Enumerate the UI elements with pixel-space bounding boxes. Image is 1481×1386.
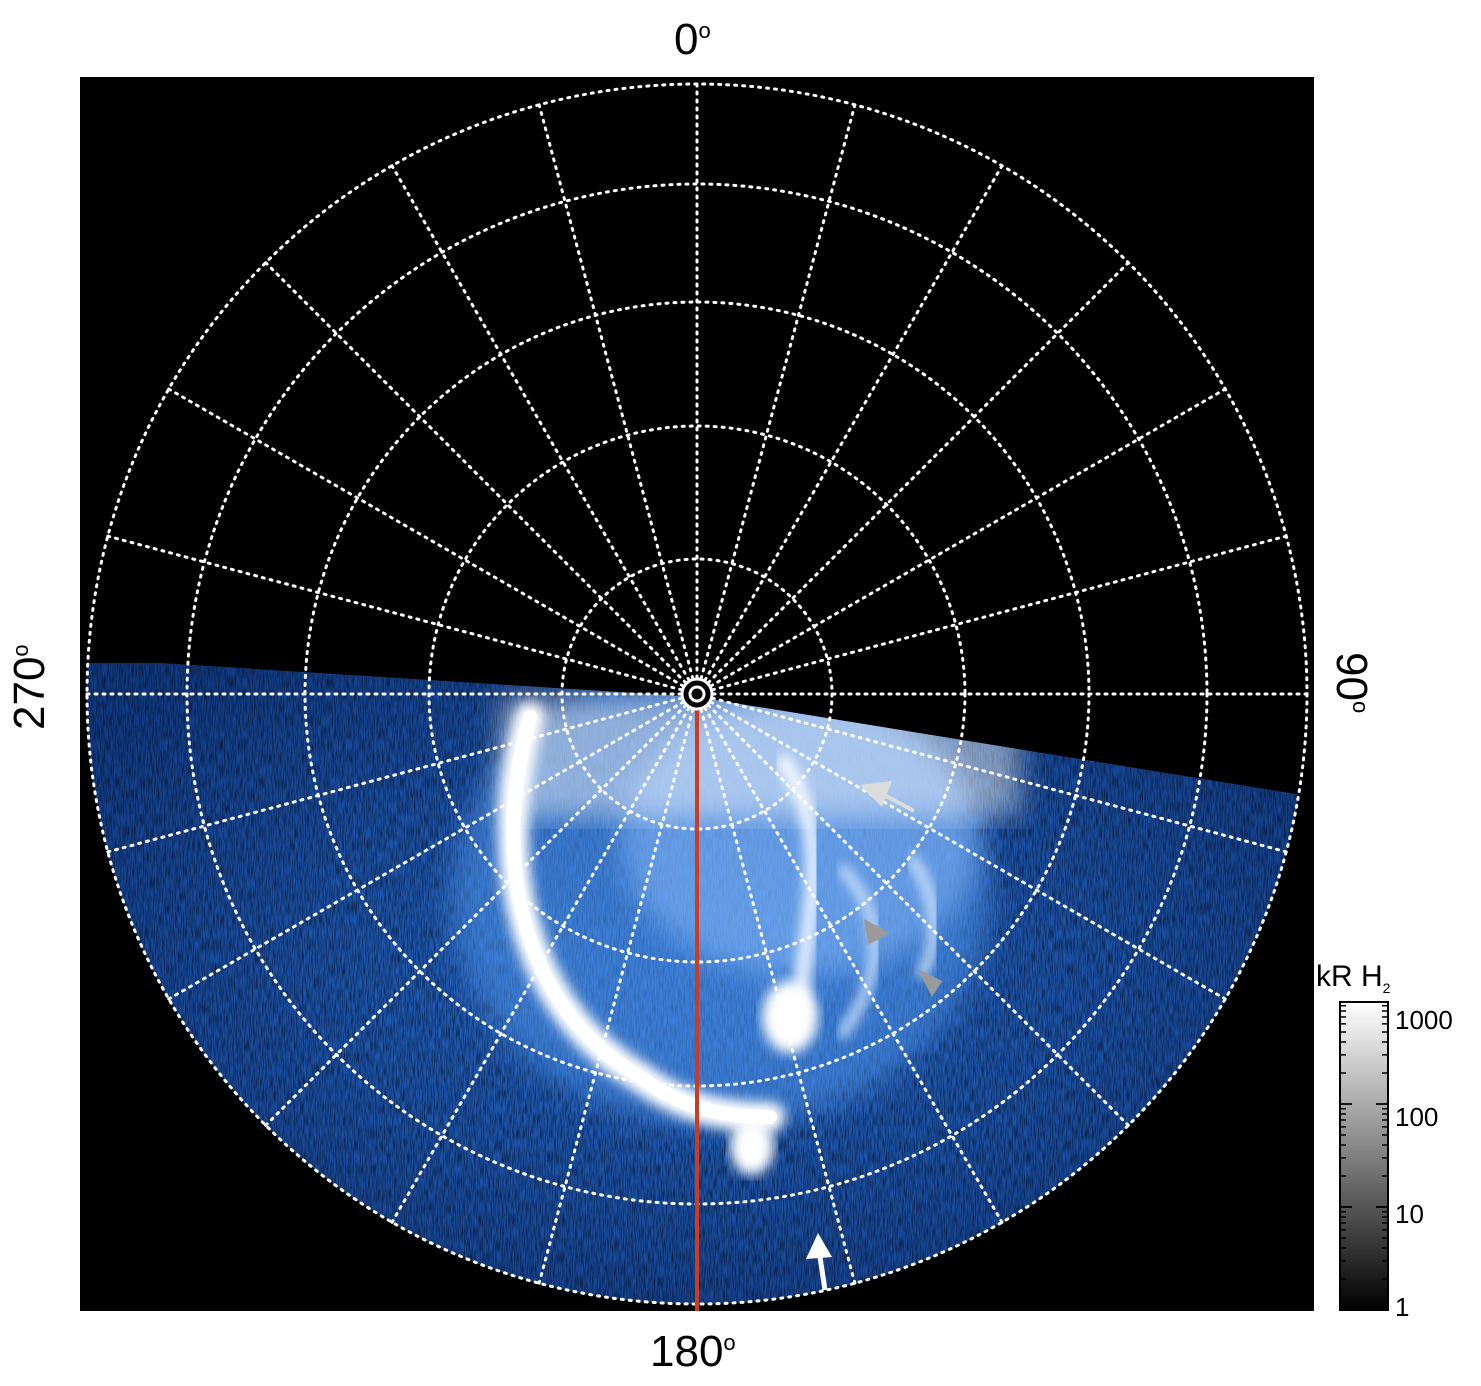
azimuth-label-270: 270o	[5, 644, 54, 730]
grid-spoke	[695, 103, 857, 696]
grid-spoke	[695, 164, 1004, 696]
grid-spoke	[167, 387, 699, 696]
arrowhead-gray-1	[864, 919, 890, 945]
colorbar-tick-10: 10	[1395, 1199, 1424, 1229]
grid-spoke	[695, 534, 1288, 696]
grid-circle	[427, 424, 967, 964]
arrowhead-gray-2	[918, 969, 942, 997]
grid-spoke	[537, 103, 699, 696]
azimuth-label-180: 180o	[650, 1327, 736, 1376]
grid-spoke	[264, 692, 699, 1127]
grid-spoke	[264, 261, 699, 696]
colorbar	[1339, 1001, 1389, 1311]
grid-spoke	[537, 692, 699, 1285]
pole-marker	[680, 677, 714, 711]
grid-spoke	[106, 534, 699, 696]
colorbar-title: kR H2	[1316, 960, 1391, 996]
grid-spoke	[390, 692, 699, 1224]
colorbar-tick-1: 1	[1395, 1292, 1410, 1322]
colorbar-tick-1000: 1000	[1395, 1005, 1453, 1035]
grid-spoke	[695, 692, 857, 1285]
grid-spoke	[695, 692, 1288, 854]
auroral-polar-image	[80, 77, 1314, 1311]
grid-spoke	[167, 692, 699, 1001]
grid-spoke	[106, 692, 699, 854]
arrow-lower-white	[806, 1233, 832, 1291]
azimuth-label-0: 0o	[674, 15, 711, 64]
grid-spoke	[695, 692, 1004, 1224]
grid-spoke	[390, 164, 699, 696]
colorbar-tick-100: 100	[1395, 1102, 1439, 1132]
grid-spoke	[695, 692, 1130, 1127]
grid-spoke	[695, 387, 1227, 696]
arrow-upper-right	[860, 781, 915, 813]
grid-spoke	[695, 692, 1227, 1001]
grid-spoke	[695, 261, 1130, 696]
azimuth-label-90: 90o	[1327, 652, 1376, 714]
